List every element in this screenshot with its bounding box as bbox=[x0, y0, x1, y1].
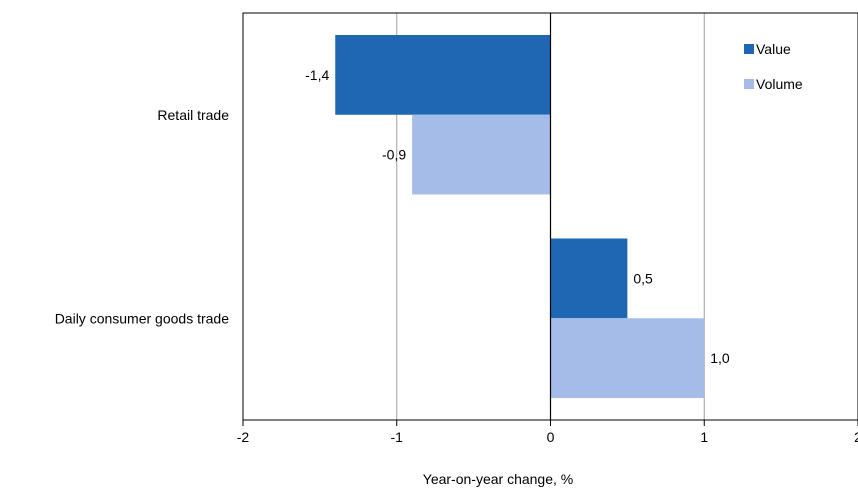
category-labels: Retail trade Daily consumer goods trade bbox=[55, 107, 230, 327]
x-axis-ticks: -2 -1 0 1 2 bbox=[237, 420, 858, 445]
x-tick-label: -1 bbox=[391, 429, 404, 445]
x-axis-title: Year-on-year change, % bbox=[423, 471, 573, 487]
bar-value bbox=[550, 238, 628, 319]
legend-swatch bbox=[744, 44, 754, 54]
bar-volume bbox=[550, 318, 705, 398]
x-tick-label: -2 bbox=[237, 429, 250, 445]
bar-value bbox=[335, 35, 551, 115]
data-label: 1,0 bbox=[710, 350, 730, 366]
data-label: -0,9 bbox=[382, 147, 406, 163]
category-label: Retail trade bbox=[157, 107, 229, 123]
legend-label: Value bbox=[756, 41, 791, 57]
bar-volume bbox=[412, 114, 551, 195]
data-label: -1,4 bbox=[305, 67, 329, 83]
data-label: 0,5 bbox=[633, 270, 653, 286]
legend: Value Volume bbox=[744, 41, 803, 92]
bars bbox=[335, 35, 705, 398]
x-tick-label: 2 bbox=[854, 429, 858, 445]
x-tick-label: 0 bbox=[547, 429, 555, 445]
legend-swatch bbox=[744, 79, 754, 89]
data-labels: -1,4 -0,9 0,5 1,0 bbox=[305, 67, 730, 366]
x-tick-label: 1 bbox=[700, 429, 708, 445]
legend-label: Volume bbox=[756, 76, 803, 92]
category-label: Daily consumer goods trade bbox=[55, 310, 230, 326]
